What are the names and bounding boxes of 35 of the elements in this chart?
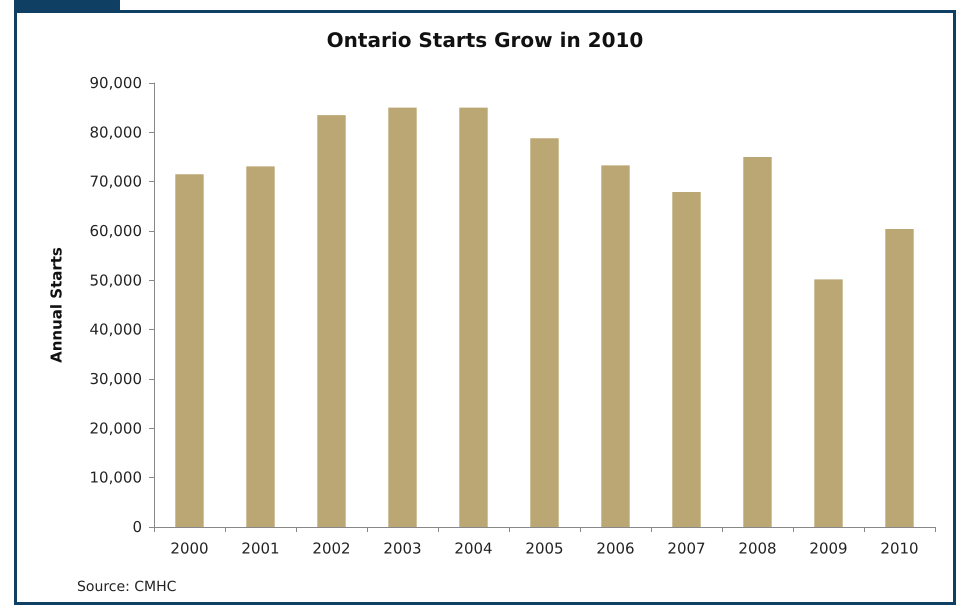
- x-tick-label: 2006: [596, 540, 635, 558]
- y-tick-label: 80,000: [90, 123, 142, 142]
- bar: [672, 192, 701, 527]
- bar: [175, 174, 204, 527]
- bar: [530, 138, 559, 527]
- x-tick-label: 2007: [667, 540, 706, 558]
- y-tick-label: 90,000: [90, 74, 142, 92]
- y-tick-label: 0: [132, 518, 142, 536]
- y-tick-label: 10,000: [90, 468, 142, 487]
- y-tick-label: 20,000: [90, 419, 142, 438]
- bar: [601, 165, 630, 527]
- bar: [814, 279, 843, 527]
- x-tick-label: 2000: [170, 540, 209, 558]
- source-note: Source: CMHC: [77, 579, 177, 595]
- x-tick-label: 2002: [312, 540, 351, 558]
- x-tick-label: 2008: [738, 540, 777, 558]
- bar: [388, 108, 417, 527]
- bar: [246, 166, 275, 527]
- bar: [317, 115, 346, 527]
- bar: [459, 108, 488, 527]
- x-tick-label: 2001: [241, 540, 280, 558]
- chart-title: Ontario Starts Grow in 2010: [326, 28, 644, 52]
- bar: [885, 229, 914, 527]
- y-axis-title: Annual Starts: [48, 247, 66, 363]
- y-tick-label: 50,000: [90, 271, 142, 290]
- x-tick-label: 2003: [383, 540, 422, 558]
- y-tick-label: 70,000: [90, 172, 142, 191]
- x-tick-label: 2004: [454, 540, 493, 558]
- y-tick-label: 60,000: [90, 222, 142, 240]
- y-tick-label: 40,000: [90, 320, 142, 339]
- y-tick-label: 30,000: [90, 370, 142, 388]
- x-tick-label: 2010: [880, 540, 919, 558]
- bar: [743, 157, 772, 527]
- x-tick-label: 2009: [809, 540, 848, 558]
- x-tick-label: 2005: [525, 540, 564, 558]
